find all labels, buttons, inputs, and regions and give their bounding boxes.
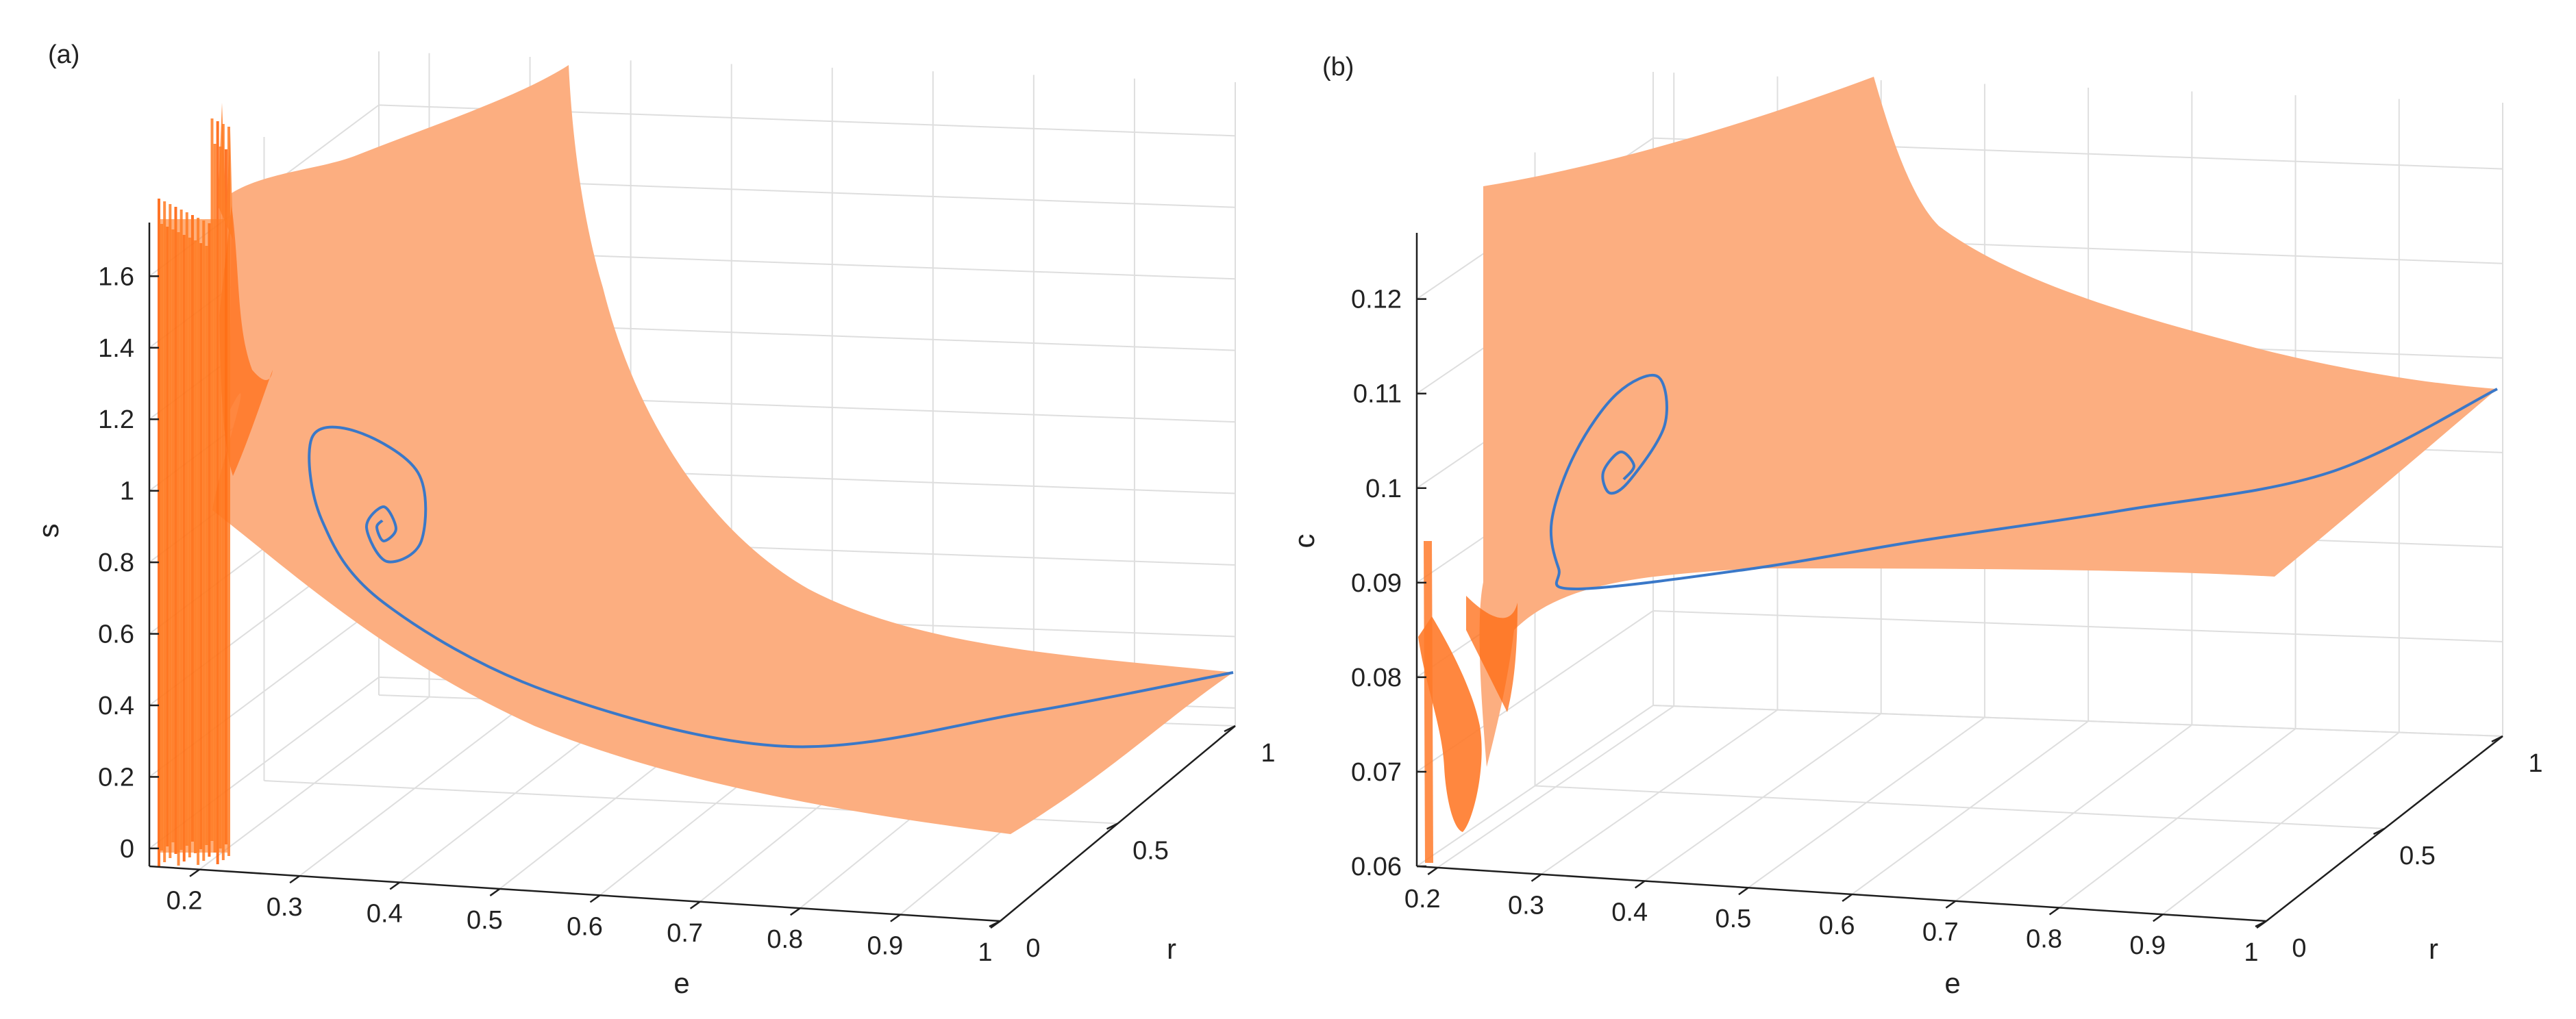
panel-b-trajectory [1549,374,2498,591]
panel-1-x-tick-4 [1842,893,1853,902]
panel-0-x-tick-label-1: 0.3 [267,893,303,922]
panel-b: (b) 0.2 0.3 0.4 0.5 0.6 0.7 0.8 0.9 1 00.510.060.… [1288,53,2543,999]
panel-1-x-tick-0 [1427,866,1438,875]
panel-1-x-tick-2 [1634,880,1646,889]
panel-b-axes: 0.2 0.3 0.4 0.5 0.6 0.7 0.8 0.9 1 0 0.5 1 0.06 0.07 0.… [1351,233,2543,967]
panel-0-y-tick-label-2: 1 [1261,739,1275,768]
panel-0-y-tick-2 [1224,725,1236,733]
panel-0-z-tick-label-1: 0.2 [98,763,134,792]
panel-1-x-tick-6 [2048,907,2060,916]
panel-1-x-tick-label-7: 0.9 [2129,931,2166,960]
panel-0-z-tick-label-2: 0.4 [98,692,134,720]
panel-0-x-tick-6 [790,907,801,916]
panel-1-z-tick-label-5: 0.11 [1353,380,1402,409]
panel-b-surface-main [1479,77,2497,767]
panel-1-z-tick-label-6: 0.12 [1351,286,1402,314]
panel-1-x-tick-3 [1738,887,1749,896]
panel-0-x-tick-1 [289,875,300,884]
panel-1-x-tick-5 [1945,900,1957,909]
panel-0-z-tick-label-4: 0.8 [98,549,134,577]
panel-0-y-tick-label-1: 0.5 [1132,837,1169,866]
panel-1-x-tick-1 [1531,873,1542,882]
panel-a-oscillation-band [158,103,233,866]
panel-b-surface [1418,77,2497,863]
panel-a: (a) 0.2 0.3 0.4 0.5 0.6 0.7 0.8 0.9 1 00.5100.20.… [32,40,1276,999]
panel-0-x-tick-3 [489,888,501,896]
panel-0-x-tick-label-4: 0.6 [567,912,603,941]
panel-0-x-tick-label-7: 0.9 [867,932,903,961]
panel-b-ylabel: r [2429,933,2438,965]
panel-0-y-tick-1 [1106,822,1119,830]
panel-0-x-tick-label-5: 0.7 [667,919,703,948]
panel-1-z-tick-label-2: 0.08 [1351,664,1402,692]
panel-1-y-tick-label-2: 1 [2528,749,2542,778]
panel-0-z-tick-label-3: 0.6 [98,620,134,649]
panel-0-x-axis [149,865,1001,922]
panel-1-z-tick-label-4: 0.1 [1365,475,1402,503]
panel-a-surface [158,65,1233,866]
panel-a-ylabel: r [1167,933,1176,965]
panel-1-z-tick-label-1: 0.07 [1351,758,1402,787]
panel-b-label: (b) [1322,53,1354,81]
panel-0-z-tick-label-7: 1.4 [98,334,134,363]
panel-0-oscillation-strip-25 [227,127,230,856]
panel-a-surface-main [212,65,1233,834]
panel-1-z-tick-label-0: 0.06 [1351,853,1402,881]
panel-0-oscillation-fill [159,219,227,853]
panel-0-x-tick-4 [589,894,601,903]
panel-1-y-tick-label-0: 0 [2292,934,2306,963]
panel-0-z-tick-label-8: 1.6 [98,262,134,291]
panel-1-x-tick-7 [2153,914,2164,922]
panel-b-surface-dip [1418,616,1482,832]
panel-1-x-tick-label-6: 0.8 [2026,924,2062,953]
panel-1-wall-grid-z-0 [1416,704,2503,867]
panel-1-x-tick-label-3: 0.5 [1715,905,1751,933]
panel-a-axes: 0.2 0.3 0.4 0.5 0.6 0.7 0.8 0.9 1 0 0.5 1 0 0.2 0.4 0.6… [98,223,1276,967]
panel-b-surface-dip-2 [1466,596,1518,712]
panel-1-floor-grid-y-1 [1535,785,2385,829]
panel-1-x-tick-label-0: 0.2 [1404,885,1441,914]
panel-0-x-tick-0 [189,868,200,877]
panel-1-x-tick-label-4: 0.6 [1819,911,1855,940]
panel-1-x-tick-label-8: 1 [2244,938,2258,967]
panel-1-y-tick-2 [2491,735,2503,743]
panel-1-x-tick-label-2: 0.4 [1611,898,1648,927]
panel-0-x-tick-label-3: 0.5 [467,906,503,935]
panel-b-zlabel: c [1288,534,1320,549]
panel-0-oscillation-peaks [218,103,233,240]
panel-a-trajectory [308,425,1234,748]
panel-1-y-tick-0 [2255,920,2267,928]
panel-a-xlabel: e [673,967,689,999]
panel-0-x-tick-label-2: 0.4 [367,900,403,929]
panel-1-wall-grid-z-1 [1416,609,2503,772]
panel-a-surface-ridge [219,205,273,476]
panel-0-x-tick-label-6: 0.8 [767,925,803,954]
panel-0-x-tick-7 [890,914,901,922]
panel-1-x-tick-label-1: 0.3 [1508,892,1544,920]
panel-0-y-tick-0 [989,920,1001,928]
panel-1-x-tick-label-5: 0.7 [1922,918,1959,947]
panel-0-z-tick-label-0: 0 [120,835,134,864]
panel-a-zlabel: s [32,524,64,538]
panel-0-z-tick-label-6: 1.2 [98,405,134,434]
panel-0-x-tick-5 [689,901,701,909]
panel-0-x-tick-label-0: 0.2 [166,887,203,916]
panel-1-y-tick-label-1: 0.5 [2399,842,2436,870]
panel-1-y-tick-1 [2373,827,2386,835]
panel-1-x-axis [1416,865,2267,922]
panel-a-label: (a) [48,40,79,69]
panel-b-surface-spike [1424,541,1433,863]
panel-0-z-tick-label-5: 1 [120,477,134,506]
panel-b-xlabel: e [1944,967,1960,999]
panel-0-x-tick-2 [389,881,401,890]
panel-1-z-tick-label-3: 0.09 [1351,569,1402,598]
panel-0-x-tick-label-8: 1 [978,938,992,967]
panel-0-y-tick-label-0: 0 [1026,934,1040,963]
